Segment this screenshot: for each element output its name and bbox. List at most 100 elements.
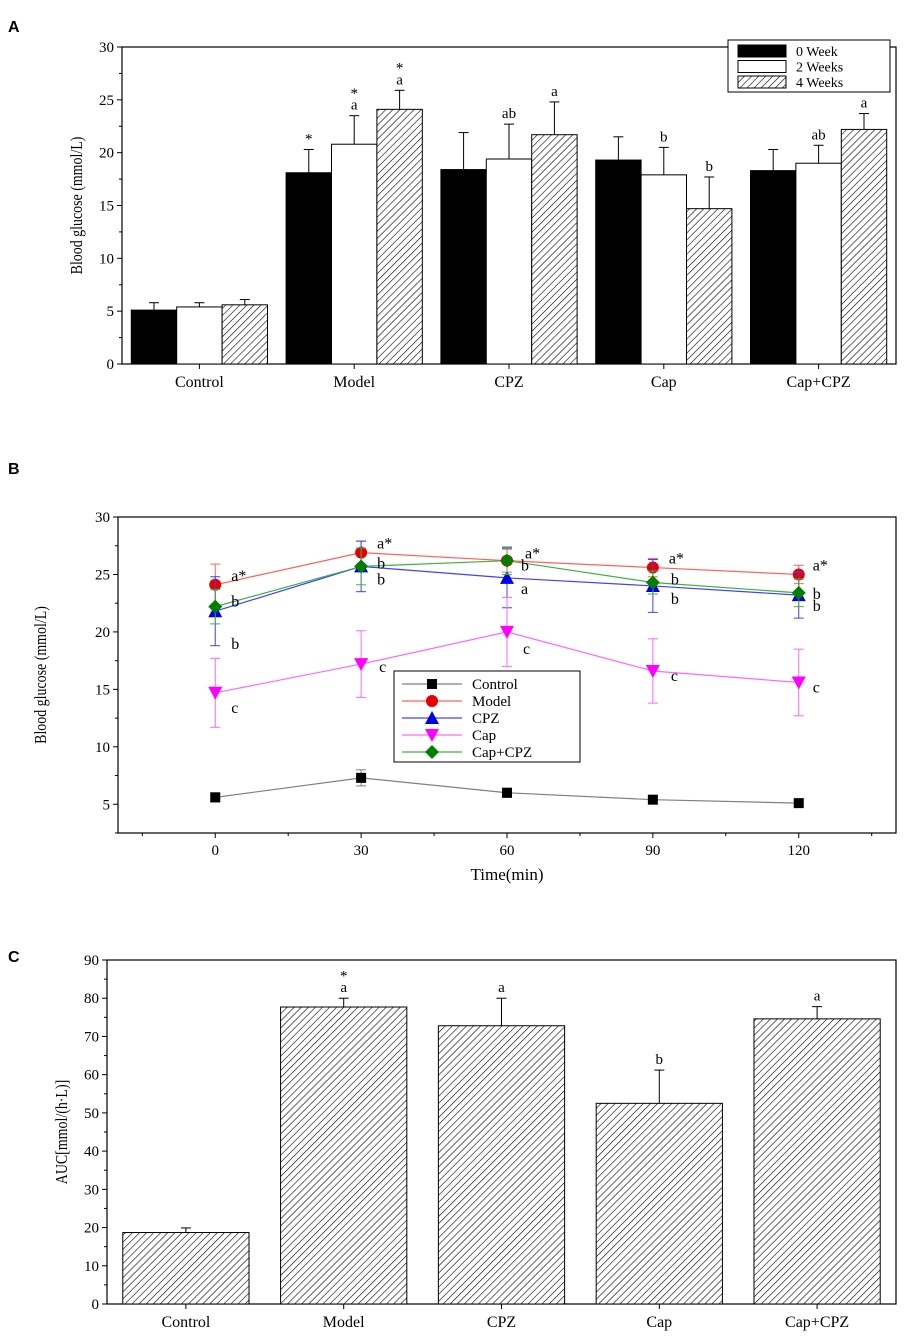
y-tick-label: 15 xyxy=(99,199,114,215)
legend-swatch xyxy=(737,75,787,89)
significance-label: c xyxy=(231,700,238,717)
y-tick-label: 40 xyxy=(84,1144,99,1160)
series-cap: c c c c c xyxy=(208,596,820,728)
legend-marker-cpz xyxy=(425,711,439,724)
y-tick-label: 25 xyxy=(95,567,110,583)
legend-marker-cap-cpz xyxy=(425,745,439,759)
y-tick-label: 30 xyxy=(95,510,110,526)
significance-label: b xyxy=(660,129,668,145)
point-cap xyxy=(645,664,660,678)
x-tick-label: 90 xyxy=(645,843,660,859)
point-cap-cpz xyxy=(645,575,660,590)
legend-label: 4 Weeks xyxy=(796,76,843,91)
point-control xyxy=(793,798,804,809)
significance-label: b xyxy=(656,1052,664,1068)
panel-letter-a: A xyxy=(8,19,20,36)
bar-0-week-model xyxy=(285,172,332,365)
y-tick-label: 30 xyxy=(99,40,114,56)
bar-2-weeks-model xyxy=(330,143,378,365)
panel-letter-c: C xyxy=(8,949,20,966)
point-cpz xyxy=(500,570,514,584)
legend-box xyxy=(393,670,581,763)
bar-4-weeks-model xyxy=(376,108,423,365)
y-tick-label: 0 xyxy=(92,1297,100,1313)
series-cap-cpz: bb bbb xyxy=(208,546,821,625)
significance-label: b xyxy=(521,558,529,575)
point-cap xyxy=(500,625,514,639)
x-tick-label: Cap+CPZ xyxy=(785,1314,849,1331)
bar-auc-model xyxy=(280,1006,408,1305)
significance-label: a* xyxy=(813,557,828,574)
significance-label: b xyxy=(671,591,679,608)
y-tick-label: 80 xyxy=(84,991,99,1007)
significance-label: b xyxy=(813,598,821,615)
point-cap xyxy=(354,658,369,672)
bar-4-weeks-cpz xyxy=(531,134,578,365)
bar-0-week-control xyxy=(130,309,178,365)
bar-4-weeks-cap-cpz xyxy=(840,128,888,365)
significance-label: a* xyxy=(669,551,684,568)
point-control xyxy=(502,787,512,798)
x-tick-label: 60 xyxy=(500,843,515,859)
legend-label: CPZ xyxy=(472,711,500,727)
significance-label: a xyxy=(498,980,505,996)
bar-0-week-cpz xyxy=(440,169,487,365)
significance-label: a* xyxy=(525,546,540,563)
legend-label: 0 Week xyxy=(796,45,838,60)
significance-label: b xyxy=(377,555,385,572)
y-axis-label: Blood glucose (mmol/L) xyxy=(68,137,87,275)
point-control xyxy=(356,772,367,783)
y-tick-label: 5 xyxy=(103,797,111,813)
significance-label: c xyxy=(379,659,386,676)
y-tick-label: 10 xyxy=(99,251,114,267)
series-model: a* a* a* a* a* xyxy=(209,536,828,606)
significance-label: c xyxy=(671,668,678,685)
bar-4-weeks-control xyxy=(221,304,269,365)
series-control xyxy=(210,769,804,809)
significance-label: b xyxy=(813,586,821,603)
significance-label: b xyxy=(231,594,239,611)
significance-label: * a xyxy=(396,61,404,89)
x-tick-label: Cap+CPZ xyxy=(787,374,851,391)
bar-auc-cap xyxy=(595,1102,723,1305)
legend-marker-model xyxy=(426,695,438,707)
point-cap-cpz xyxy=(354,559,369,574)
significance-label: a* xyxy=(231,568,246,585)
x-tick-label: CPZ xyxy=(487,1314,516,1331)
x-tick-label: Cap xyxy=(651,374,677,391)
significance-label: ab xyxy=(812,127,826,143)
significance-label: a xyxy=(521,581,528,598)
bar-0-week-cap xyxy=(595,159,642,365)
x-tick-label: Model xyxy=(333,374,375,391)
y-tick-label: 25 xyxy=(99,93,114,109)
significance-label: b xyxy=(705,159,713,175)
bar-0-week-cap-cpz xyxy=(749,170,797,365)
x-tick-label: 120 xyxy=(788,843,811,859)
y-tick-label: 60 xyxy=(84,1068,99,1084)
significance-label: ab xyxy=(502,106,516,122)
bar-2-weeks-cap-cpz xyxy=(795,162,842,365)
y-tick-label: 0 xyxy=(107,357,115,373)
x-tick-label: Model xyxy=(323,1314,365,1331)
bar-4-weeks-cap xyxy=(686,208,733,365)
legend-swatch xyxy=(737,60,787,73)
x-tick-label: Control xyxy=(175,374,224,391)
significance-label: b xyxy=(377,571,385,588)
y-tick-label: 20 xyxy=(84,1221,99,1237)
legend-swatch xyxy=(737,44,787,58)
bar-auc-control xyxy=(122,1232,250,1305)
point-cap-cpz xyxy=(500,553,514,568)
x-axis-label: Time(min) xyxy=(470,865,543,884)
significance-label: * a xyxy=(340,969,348,997)
panel-b-line-chart: 5 10 15 20 25 30 0 30 60 90 120 Time(min) Blood gluc… xyxy=(32,510,897,884)
y-tick-label: 70 xyxy=(84,1029,99,1045)
y-tick-label: 90 xyxy=(84,953,99,969)
significance-label: * a xyxy=(350,86,358,114)
point-cap xyxy=(208,686,223,700)
legend-marker-control xyxy=(427,679,437,689)
y-tick-label: 50 xyxy=(84,1106,99,1122)
point-control xyxy=(210,792,221,803)
legend-label: 2 Weeks xyxy=(796,61,843,76)
y-tick-label: 20 xyxy=(99,146,114,162)
